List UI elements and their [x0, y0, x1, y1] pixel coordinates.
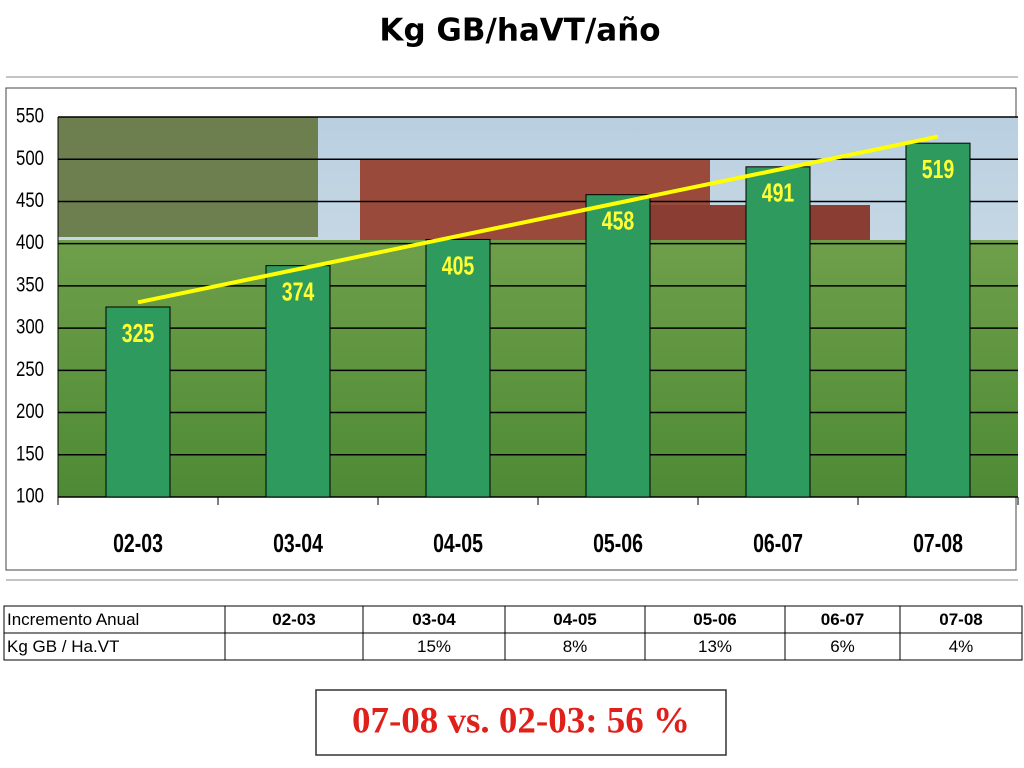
cell-text: 02-03 [272, 610, 315, 629]
x-tick-label: 07-08 [913, 528, 963, 557]
y-tick-label: 200 [16, 400, 44, 423]
cell-text: 8% [563, 637, 588, 656]
x-tick-label: 05-06 [593, 528, 643, 557]
table-cell [3, 632, 226, 661]
data-label: 405 [442, 251, 475, 280]
cell-text: 07-08 [939, 610, 982, 629]
bar [265, 265, 331, 498]
table-cell [3, 605, 226, 634]
cell-text: 4% [949, 637, 974, 656]
cell-text: 05-06 [693, 610, 736, 629]
data-label: 458 [602, 206, 635, 235]
cell-text: 13% [698, 637, 732, 656]
x-tick-label: 04-05 [433, 528, 483, 557]
y-tick-label: 250 [16, 358, 44, 381]
callout: 07-08 vs. 02-03: 56 % [352, 700, 690, 741]
bar [745, 166, 811, 498]
bar [585, 194, 651, 498]
data-label: 325 [122, 318, 155, 347]
cell-text: 04-05 [553, 610, 596, 629]
data-label: 491 [762, 178, 795, 207]
cell-text: 15% [417, 637, 451, 656]
y-tick-label: 150 [16, 443, 44, 466]
trees [58, 117, 318, 237]
y-tick-label: 500 [16, 147, 44, 170]
x-tick-label: 06-07 [753, 528, 803, 557]
cell-text: 6% [830, 637, 855, 656]
table-cell [504, 605, 646, 634]
y-tick-label: 100 [16, 485, 44, 508]
y-tick-label: 300 [16, 316, 44, 339]
cell-text: 03-04 [412, 610, 456, 629]
data-label: 519 [922, 154, 955, 183]
data-label: 374 [282, 277, 315, 306]
table-cell [362, 605, 506, 634]
cell-text: 06-07 [821, 610, 864, 629]
table-cell [644, 605, 786, 634]
table-cell [362, 632, 506, 661]
callout-box [315, 689, 727, 756]
table-cell [899, 632, 1023, 661]
table-cell [644, 632, 786, 661]
bar [105, 306, 171, 498]
trend-line [137, 134, 939, 305]
photo-background [58, 117, 1018, 497]
table-cell [224, 632, 364, 661]
table-cell [784, 632, 901, 661]
bar [425, 238, 491, 498]
cell-text: Kg GB / Ha.VT [7, 637, 119, 656]
chart-title: Kg GB/haVT/año [379, 13, 660, 49]
table-cell [504, 632, 646, 661]
y-tick-label: 450 [16, 189, 44, 212]
table-cell [899, 605, 1023, 634]
table: Incremento Anual 02-03 03-04 04-05 05-06 06-0… [3, 605, 1023, 661]
cell-text: Incremento Anual [7, 610, 139, 629]
y-tick-label: 400 [16, 232, 44, 255]
x-tick-label: 03-04 [273, 528, 323, 557]
field [58, 240, 1018, 497]
y-tick-label: 550 [16, 105, 44, 128]
y-tick-label: 350 [16, 274, 44, 297]
table-cell [784, 605, 901, 634]
x-tick-label: 02-03 [113, 528, 163, 557]
bar [905, 142, 971, 498]
